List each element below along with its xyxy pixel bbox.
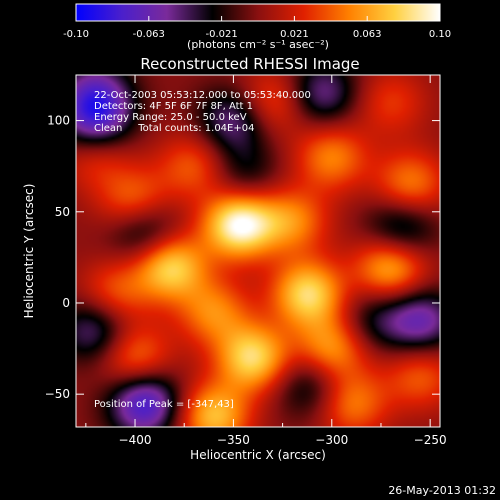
colorbar-tick-label: -0.021 bbox=[205, 29, 237, 40]
annotation-peak-position: Position of Peak = [-347,43] bbox=[94, 399, 234, 410]
chart-title: Reconstructed RHESSI Image bbox=[140, 55, 359, 73]
y-tick-label: 100 bbox=[47, 114, 70, 128]
x-tick-label: −350 bbox=[217, 433, 250, 447]
colorbar: -0.10 -0.063 -0.021 0.021 0.063 0.10 (photons… bbox=[63, 3, 451, 51]
plot-frame bbox=[75, 74, 441, 428]
x-tick-label: −400 bbox=[119, 433, 152, 447]
y-tick-label: 50 bbox=[55, 205, 70, 219]
x-axis-label: Heliocentric X (arcsec) bbox=[190, 448, 326, 462]
colorbar-tick-label: 0.021 bbox=[280, 29, 309, 40]
annotation-detectors: Detectors: 4F 5F 6F 7F 8F, Att 1 bbox=[94, 101, 253, 112]
annotations: 22-Oct-2003 05:53:12.000 to 05:53:40.000… bbox=[94, 90, 311, 410]
colorbar-unit-label: (photons cm⁻² s⁻¹ asec⁻²) bbox=[187, 38, 329, 51]
annotation-time: 22-Oct-2003 05:53:12.000 to 05:53:40.000 bbox=[94, 90, 311, 101]
y-tick-label: 0 bbox=[62, 296, 70, 310]
x-tick-label: −300 bbox=[315, 433, 348, 447]
annotation-counts: Clean Total counts: 1.04E+04 bbox=[94, 123, 254, 134]
colorbar-tick-label: -0.10 bbox=[63, 29, 89, 40]
axis-ticks: −400 −350 −300 −250 −50 0 50 100 bbox=[45, 75, 447, 447]
colorbar-ticks: -0.10 -0.063 -0.021 0.021 0.063 0.10 bbox=[63, 16, 451, 40]
colorbar-tick-label: -0.063 bbox=[133, 29, 165, 40]
colorbar-tick-label: 0.063 bbox=[353, 29, 382, 40]
y-tick-label: −50 bbox=[45, 387, 70, 401]
y-axis-label: Heliocentric Y (arcsec) bbox=[22, 184, 36, 319]
x-tick-label: −250 bbox=[414, 433, 447, 447]
heatmap-image bbox=[76, 75, 440, 427]
plot-area: −400 −350 −300 −250 −50 0 50 100 22-Oct-2003 05… bbox=[45, 74, 447, 447]
colorbar-tick-label: 0.10 bbox=[429, 29, 451, 40]
annotation-energy: Energy Range: 25.0 - 50.0 keV bbox=[94, 112, 247, 123]
footer-timestamp: 26-May-2013 01:32 bbox=[388, 484, 496, 497]
colorbar-gradient bbox=[75, 3, 441, 22]
